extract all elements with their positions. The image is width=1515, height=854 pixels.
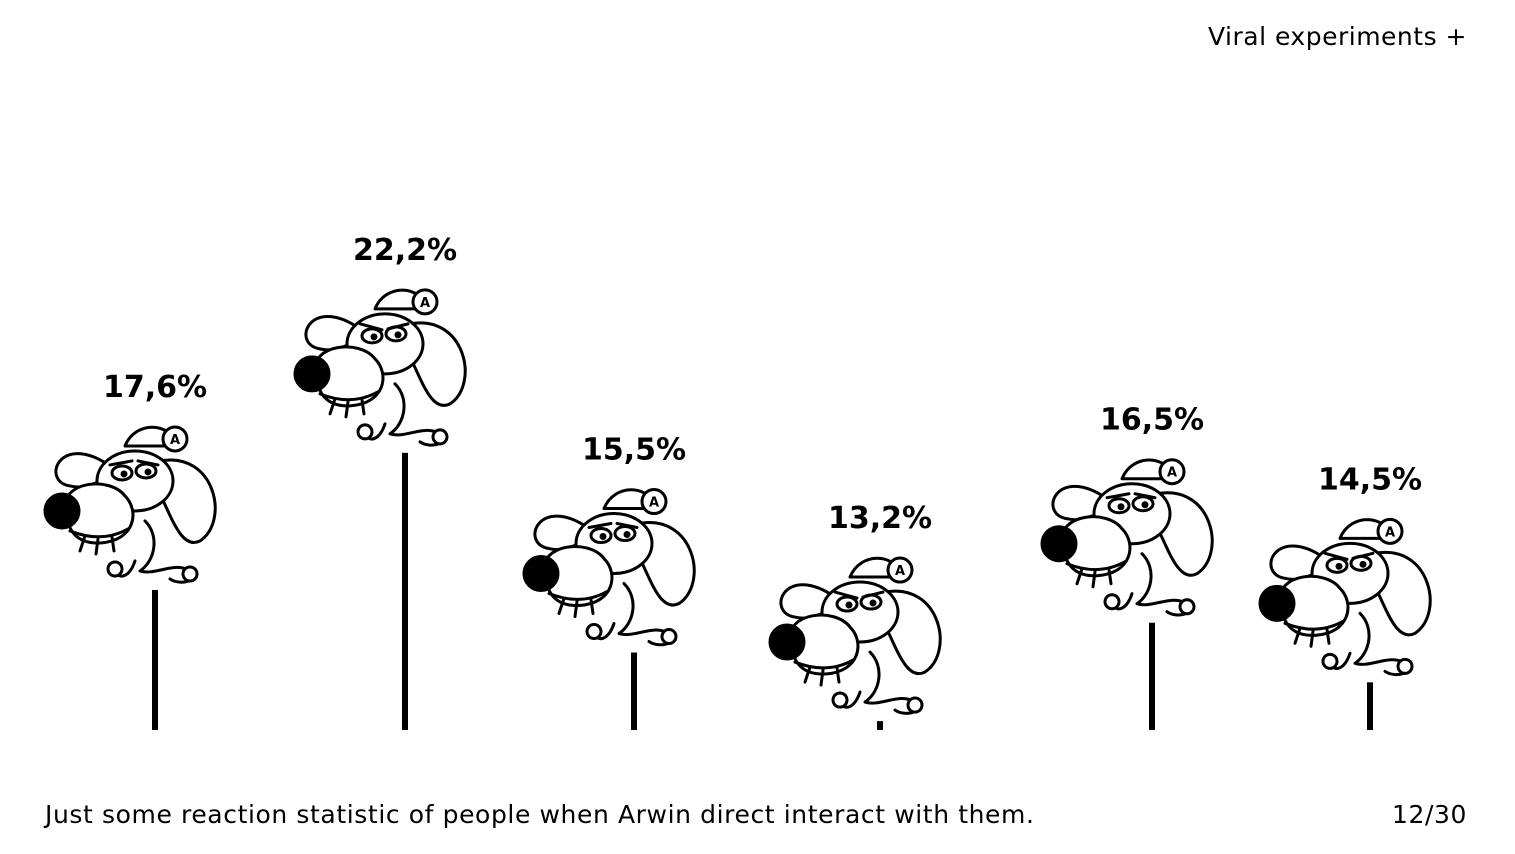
dog-character-image: A [293,288,467,447]
svg-text:A: A [649,496,659,511]
svg-text:A: A [170,433,180,448]
page-number: 12/30 [1391,800,1467,829]
bar-stick [877,721,883,730]
svg-text:A: A [420,296,430,311]
value-label: 13,2% [828,501,932,536]
svg-text:A: A [1167,466,1177,481]
value-label: 16,5% [1100,403,1204,438]
value-label: 14,5% [1318,462,1422,497]
bar-stick [1149,622,1155,730]
dog-character-image: A [522,488,696,647]
bar-stick [402,452,408,730]
value-label: 22,2% [353,233,457,268]
svg-text:A: A [1385,525,1395,540]
bar-stick [152,589,158,730]
svg-text:A: A [895,564,905,579]
dog-character-image: A [1040,458,1214,617]
bar-stick [1367,682,1373,730]
value-label: 15,5% [582,433,686,468]
dog-character-image: A [1258,517,1432,677]
bar-stick [631,652,637,730]
caption: Just some reaction statistic of people w… [45,800,1035,829]
dog-character-image: A [43,425,217,584]
value-label: 17,6% [103,370,207,405]
header-label: Viral experiments + [1208,22,1467,51]
dog-character-image: A [768,556,942,715]
